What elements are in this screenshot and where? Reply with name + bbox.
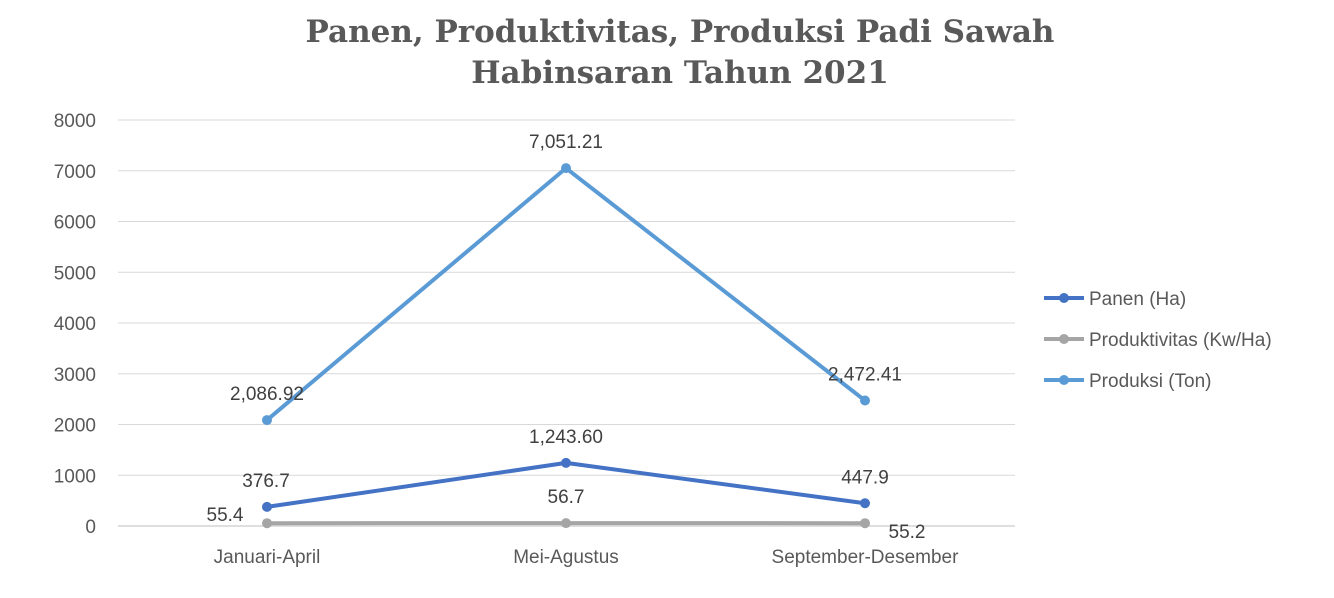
data-point [561,457,571,468]
chart-title-line-2: Habinsaran Tahun 2021 [471,55,889,91]
y-tick-label: 5000 [54,263,96,284]
data-point [860,498,870,509]
data-label: 376.7 [242,471,290,492]
data-point [561,163,571,174]
legend-label: Produksi (Ton) [1089,371,1212,392]
legend-marker [1059,293,1069,303]
data-label: 56.7 [548,487,585,508]
y-tick-label: 1000 [54,466,96,487]
data-label: 55.2 [889,522,926,543]
legend-label: Produktivitas (Kw/Ha) [1089,330,1272,351]
data-point [860,395,870,406]
series-line [265,166,867,422]
data-point [561,518,571,529]
chart-title-line-1: Panen, Produktivitas, Produksi Padi Sawa… [305,14,1055,50]
legend-marker [1059,375,1069,385]
x-tick-label: September-Desember [772,547,960,568]
data-label: 1,243.60 [529,427,603,448]
legend-marker [1059,334,1069,344]
data-label: 2,086.92 [230,384,304,405]
data-point [262,415,272,426]
x-tick-label: Januari-April [214,547,321,568]
data-label: 7,051.21 [529,132,603,153]
y-tick-label: 4000 [54,314,96,335]
y-tick-label: 0 [85,517,96,538]
y-tick-label: 8000 [54,111,96,132]
data-label: 2,472.41 [828,365,902,386]
legend-label: Panen (Ha) [1089,289,1186,310]
data-label: 55.4 [207,505,244,526]
y-tick-label: 6000 [54,213,96,234]
chart-title: Panen, Produktivitas, Produksi Padi Sawa… [280,12,1080,94]
y-tick-label: 3000 [54,365,96,386]
x-tick-label: Mei-Agustus [513,547,619,568]
y-tick-label: 7000 [54,162,96,183]
data-point [262,518,272,529]
data-point [262,501,272,512]
y-tick-label: 2000 [54,416,96,437]
data-point [860,518,870,529]
data-label: 447.9 [841,467,889,488]
